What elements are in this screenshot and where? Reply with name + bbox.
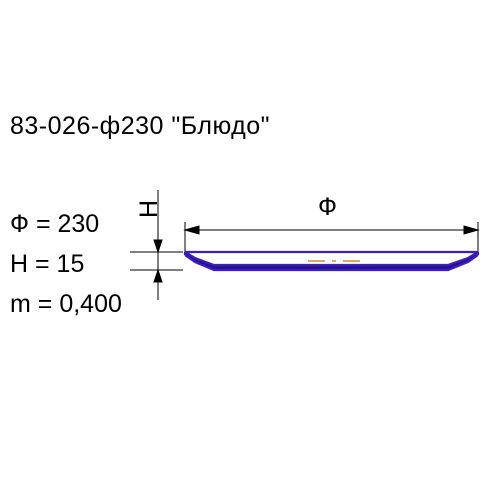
diagram-canvas: 83-026-ф230 "Блюдо" Ф = 230 H = 15 m = 0…: [0, 0, 500, 500]
dimension-h: [130, 190, 183, 300]
plate-section: [185, 252, 478, 270]
technical-drawing: [0, 0, 500, 500]
dimension-phi: [185, 222, 478, 252]
